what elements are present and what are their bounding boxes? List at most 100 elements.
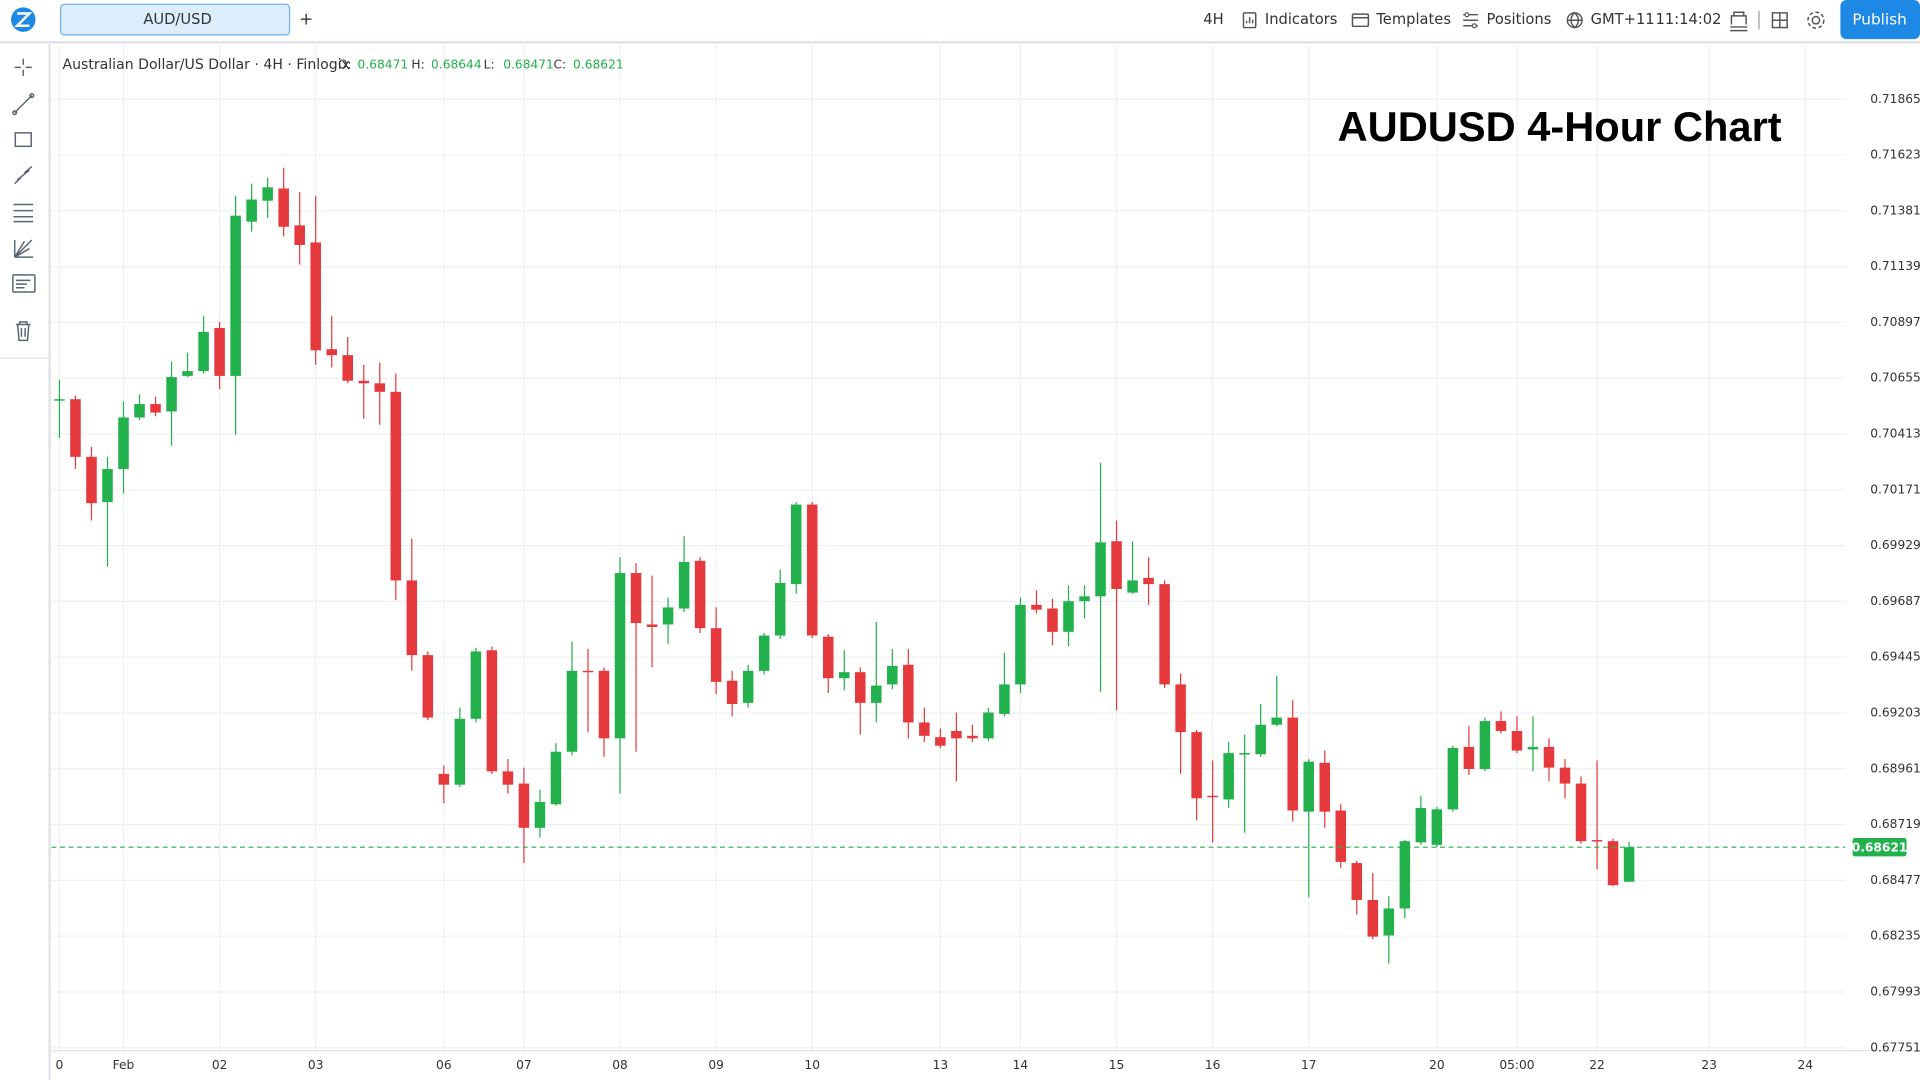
interval-button[interactable]: 4H xyxy=(1203,11,1223,28)
candle-body xyxy=(1351,863,1363,900)
candle-body xyxy=(406,580,418,656)
candle-body xyxy=(262,187,273,201)
y-tick-label: 0.68961 xyxy=(1870,761,1920,775)
candle-body xyxy=(342,355,354,381)
candle-body xyxy=(422,655,434,718)
x-tick-label: 24 xyxy=(1797,1058,1813,1072)
candle-body xyxy=(1255,724,1266,755)
indicators-icon xyxy=(1242,12,1257,29)
settings-icon-gear xyxy=(1807,11,1825,29)
y-tick-label: 0.68477 xyxy=(1870,873,1920,887)
trend-line-tool[interactable] xyxy=(14,94,33,114)
candle-body xyxy=(1559,767,1571,784)
layout-icon-lines xyxy=(1772,12,1788,28)
add-tab[interactable]: + xyxy=(299,10,313,30)
candle-body xyxy=(70,399,81,457)
candle-body xyxy=(502,771,514,785)
positions-button[interactable]: Positions xyxy=(1487,11,1552,28)
y-tick-label: 0.67993 xyxy=(1870,984,1920,998)
chart: 0.71865 0.71623 0.71381 0.71139 0.70897 0.706… xyxy=(51,45,1920,1072)
candle-body xyxy=(1031,604,1042,610)
y-tick-label: 0.70171 xyxy=(1870,482,1920,496)
candle-body xyxy=(1527,746,1539,750)
channel-tool[interactable] xyxy=(14,165,33,185)
candle-body xyxy=(1207,795,1218,798)
candle-body xyxy=(871,685,882,703)
legend-symbol: Australian Dollar/US Dollar · 4H · Finlo… xyxy=(62,57,350,73)
templates-icon xyxy=(1351,13,1370,28)
last-price-label: 0.68621 xyxy=(1852,840,1908,854)
symbol-tab[interactable] xyxy=(60,3,291,36)
candle-body xyxy=(1079,596,1090,602)
x-tick-label: 05:00 xyxy=(1499,1058,1534,1072)
candle-body xyxy=(774,582,786,636)
logo-mark xyxy=(14,12,33,27)
candle-body xyxy=(662,607,674,625)
candle-body xyxy=(694,560,706,629)
text-tool[interactable] xyxy=(12,274,36,293)
x-tick-label: 07 xyxy=(516,1058,532,1072)
candle-body xyxy=(1319,762,1331,812)
candle-body xyxy=(390,391,402,581)
gann-tool[interactable] xyxy=(13,239,34,258)
last-price-tag xyxy=(1852,837,1907,857)
y-tick-label: 0.68719 xyxy=(1870,817,1920,831)
x-tick-label: 15 xyxy=(1109,1058,1125,1072)
indicators-icon-bars xyxy=(1245,17,1254,24)
timezone-button[interactable]: GMT+11 xyxy=(1591,11,1655,28)
candle-body xyxy=(903,664,914,723)
candle-body xyxy=(1623,847,1635,882)
candle-body xyxy=(1415,807,1427,843)
candle-body xyxy=(758,635,770,671)
candle-body xyxy=(1431,809,1443,845)
snapshot-icon[interactable] xyxy=(1730,11,1748,28)
x-tick-label: 17 xyxy=(1301,1058,1317,1072)
legend-field-value: 0.68644 xyxy=(431,57,482,71)
fibonacci-tool[interactable] xyxy=(13,203,34,223)
candle-body xyxy=(1239,753,1250,755)
symbol-tab-label: AUD/USD xyxy=(143,11,211,28)
candle-body xyxy=(1303,761,1315,812)
candle-body xyxy=(182,371,193,376)
y-tick-label: 0.70655 xyxy=(1870,371,1920,385)
candle-body xyxy=(630,573,642,624)
candle-body xyxy=(1223,753,1234,800)
y-tick-label: 0.67751 xyxy=(1870,1040,1920,1054)
candle-body xyxy=(518,783,530,828)
y-tick-label: 0.71623 xyxy=(1870,148,1920,162)
publish-button[interactable] xyxy=(1840,0,1920,40)
candle-body xyxy=(1399,841,1411,909)
candle-body xyxy=(230,215,241,376)
settings-icon[interactable] xyxy=(1811,15,1821,25)
x-tick-label: 02 xyxy=(212,1058,228,1072)
candle-body xyxy=(1575,783,1587,842)
candle-body xyxy=(678,561,690,609)
candle-body xyxy=(118,417,129,470)
y-tick-label: 0.70897 xyxy=(1870,315,1920,329)
candle-body xyxy=(919,722,930,736)
candle-body xyxy=(1591,840,1603,842)
indicators-button[interactable]: Indicators xyxy=(1265,11,1338,28)
candle-body xyxy=(1047,608,1058,632)
candle-body xyxy=(1367,899,1379,937)
legend-field-value: 0.68471 xyxy=(503,57,554,71)
candle-body xyxy=(983,712,994,739)
y-tick-label: 0.71139 xyxy=(1870,259,1920,273)
candle-body xyxy=(102,469,113,503)
rectangle-tool[interactable] xyxy=(14,132,32,148)
templates-button[interactable]: Templates xyxy=(1375,11,1451,28)
candle-body xyxy=(614,573,626,739)
candle-body xyxy=(150,404,161,413)
delete-tool[interactable] xyxy=(15,321,31,342)
candle-body xyxy=(999,684,1010,714)
crosshair-tool[interactable] xyxy=(14,58,32,76)
candle-body xyxy=(935,737,946,746)
drawing-toolbar xyxy=(0,44,51,1080)
candle-body xyxy=(887,665,898,685)
candle-body xyxy=(1127,580,1138,593)
candle-body xyxy=(326,349,337,356)
candle-body xyxy=(310,242,321,351)
candle-body xyxy=(54,399,65,401)
